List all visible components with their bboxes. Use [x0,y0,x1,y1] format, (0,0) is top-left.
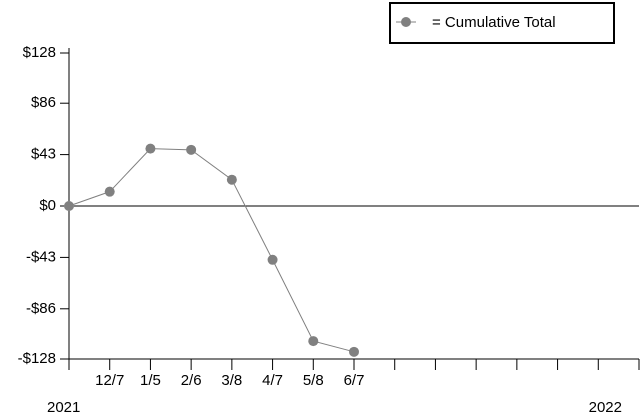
x-tick-label: 1/5 [140,372,161,389]
y-tick-label: $43 [31,146,56,163]
y-tick-label: -$86 [26,300,56,317]
y-tick-label: -$43 [26,248,56,265]
x-tick-label: 12/7 [95,372,124,389]
legend-marker [401,17,411,27]
y-tick-label: $0 [39,197,56,214]
data-point [308,336,319,347]
x-tick-label: 5/8 [303,372,324,389]
legend-label: = Cumulative Total [432,14,556,31]
x-tick-label: 6/7 [344,372,365,389]
x-tick-label: 2/6 [181,372,202,389]
y-tick-label: -$128 [18,350,56,367]
data-point [349,346,359,357]
data-point [104,186,115,197]
y-tick-label: $86 [31,94,56,111]
data-point [267,254,278,265]
data-point [145,143,156,154]
y-tick-label: $128 [23,44,56,61]
period-label: 2022 [589,399,622,416]
data-point [186,144,197,155]
series-line [68,148,355,353]
legend-box [389,2,615,44]
x-tick-label: 4/7 [262,372,283,389]
data-point [64,201,74,211]
period-label: 2021 [47,399,80,416]
x-tick-label: 3/8 [221,372,242,389]
data-point [226,174,237,185]
